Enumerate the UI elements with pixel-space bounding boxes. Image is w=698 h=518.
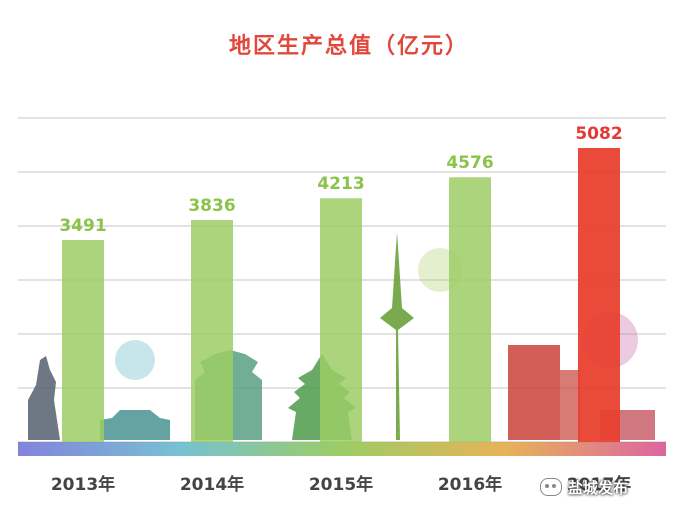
chart-title: 地区生产总值（亿元） bbox=[228, 34, 469, 59]
x-tick-label: 2015年 bbox=[309, 474, 373, 495]
bar-2013年 bbox=[62, 240, 104, 442]
data-label: 4213 bbox=[317, 174, 364, 194]
x-tick-label: 2013年 bbox=[51, 474, 115, 495]
bar-2016年 bbox=[449, 177, 491, 442]
data-label: 4576 bbox=[446, 153, 493, 173]
watermark: 盐城发布 bbox=[540, 476, 690, 498]
bar-2017年 bbox=[578, 147, 620, 442]
watermark-text: 盐城发布 bbox=[568, 478, 629, 497]
data-label: 5082 bbox=[575, 124, 622, 144]
bar-2014年 bbox=[191, 220, 233, 442]
x-tick-label: 2014年 bbox=[180, 474, 244, 495]
bar-2015年 bbox=[320, 198, 362, 442]
x-tick-label: 2017年 bbox=[567, 474, 631, 495]
data-label: 3491 bbox=[59, 216, 106, 236]
x-tick-label: 2016年 bbox=[438, 474, 502, 495]
wechat-logo-icon bbox=[540, 478, 562, 496]
data-label: 3836 bbox=[188, 196, 235, 216]
